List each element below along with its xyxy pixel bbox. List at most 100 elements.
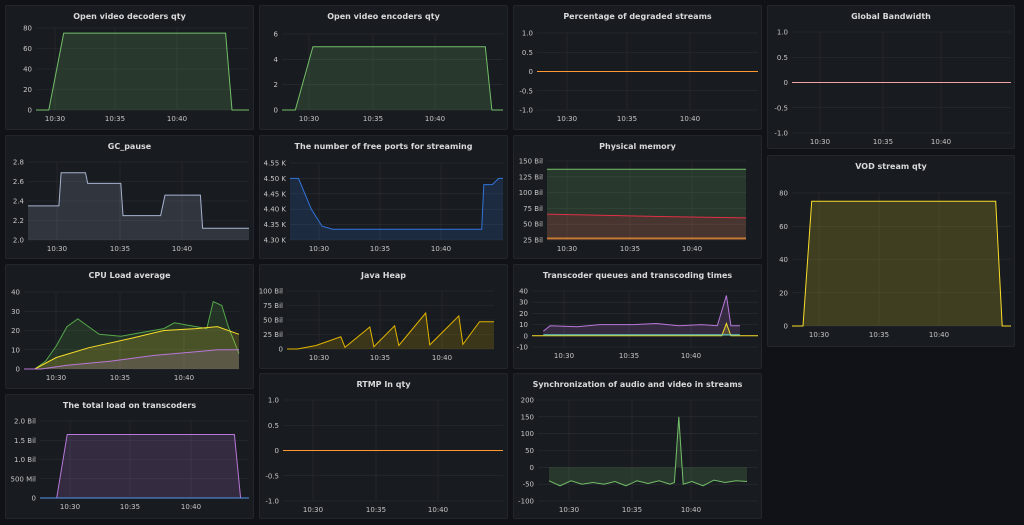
y-tick-label: 0 [784,79,788,87]
chart: -100 -50 0 50 100 150 200 10:30 10:35 10:40 [518,397,758,514]
panel-title[interactable]: Open video encoders qty [327,12,440,21]
panel-title[interactable]: Percentage of degraded streams [563,12,712,21]
panel-title[interactable]: CPU Load average [88,271,171,280]
series-area [547,169,746,240]
y-tick-label: 2.8 [13,159,24,167]
y-tick-label: 4.35 K [264,221,287,229]
x-tick-label: 10:35 [110,374,130,382]
panel-title[interactable]: Open video decoders qty [73,12,186,21]
y-tick-label: 50 Bil [263,317,283,325]
y-tick-label: 2.0 [13,237,24,245]
panel-gc-pause[interactable]: GC_pause 2.0 2.2 2.4 2.6 2.8 10:30 10:35 10:40 [5,135,254,259]
chart: -10 0 10 20 30 40 10:30 10:35 10:40 [517,288,758,360]
panel-video-decoders[interactable]: Open video decoders qty 0 20 40 60 80 10:30 10… [5,5,254,130]
y-tick-label: 0 [275,447,279,455]
series-area [36,33,249,110]
panel-transcoder-load[interactable]: The total load on transcoders 0 500 Mil 1.… [5,394,254,519]
y-tick-label: 50 Bil [523,221,543,229]
y-tick-label: 40 [11,289,20,297]
chart: 0 25 Bil 50 Bil 75 Bil 100 Bil 10:30 10:35 10:4… [259,288,494,362]
y-tick-label: 75 Bil [263,302,283,310]
y-tick-label: 4.30 K [264,237,287,245]
x-tick-label: 10:30 [46,374,66,382]
y-tick-label: -50 [523,481,534,489]
y-tick-label: -1.0 [265,498,279,506]
series-area [24,326,239,369]
y-tick-label: 4 [274,56,279,64]
panel-av-sync[interactable]: Synchronization of audio and video in st… [513,373,762,519]
y-tick-label: 1.0 Bil [14,456,36,464]
y-tick-label: 0 [529,68,533,76]
panel-video-encoders[interactable]: Open video encoders qty 0 2 4 6 10:30 10:35 10… [259,5,508,130]
y-tick-label: 150 Bil [519,158,543,166]
panel-java-heap[interactable]: Java Heap 0 25 Bil 50 Bil 75 Bil 100 Bil 10:3… [259,264,508,369]
y-tick-label: -0.5 [519,87,533,95]
panel-global-bandwidth[interactable]: Global Bandwidth -1.0 -0.5 0 0.5 1.0 10:30 10:… [767,5,1015,149]
chart: -1.0 -0.5 0 0.5 1.0 10:30 10:35 10:40 [519,30,758,123]
x-tick-label: 10:30 [47,245,67,253]
series-area [40,434,249,498]
series-line [532,322,758,337]
panel-title[interactable]: Synchronization of audio and video in st… [532,380,743,389]
y-tick-label: 0 [279,346,283,354]
y-tick-label: 2.6 [13,178,25,186]
y-tick-label: 20 [11,327,20,335]
y-tick-label: 30 [11,308,20,316]
y-tick-label: 1.0 [522,30,533,38]
panel-free-ports[interactable]: The number of free ports for streaming 4… [259,135,508,259]
panel-rtmp-in[interactable]: RTMP In qty -1.0 -0.5 0 0.5 1.0 10:30 10:35 10:… [259,373,508,519]
chart: 0 20 40 60 80 10:30 10:35 10:40 [23,25,249,123]
panel-degraded-streams[interactable]: Percentage of degraded streams -1.0 -0.5 0… [513,5,762,130]
y-tick-label: -0.5 [265,472,279,480]
x-tick-label: 10:35 [120,503,140,511]
series-area [290,178,503,240]
chart: 0 500 Mil 1.0 Bil 1.5 Bil 2.0 Bil 10:30 10:35 1… [10,418,249,511]
y-tick-label: 20 [779,289,788,297]
series-line [24,300,240,370]
x-tick-label: 10:35 [110,245,130,253]
y-tick-label: 1.0 [777,29,788,37]
x-tick-label: 10:40 [167,115,187,123]
chart: -1.0 -0.5 0 0.5 1.0 10:30 10:35 10:40 [265,397,503,514]
panel-title[interactable]: GC_pause [107,142,152,151]
panel-title[interactable]: Global Bandwidth [851,12,931,21]
x-tick-label: 10:35 [366,506,386,514]
panel-title[interactable]: VOD stream qty [855,162,927,171]
x-tick-label: 10:35 [370,245,390,253]
panel-title[interactable]: The number of free ports for streaming [294,142,473,151]
series-line [36,32,249,111]
y-tick-label: 4.50 K [264,175,287,183]
x-tick-label: 10:30 [554,352,574,360]
chart: 25 Bil 50 Bil 75 Bil 100 Bil 125 Bil 150 Bil 1… [519,158,747,253]
y-tick-label: 20 [519,310,528,318]
y-tick-label: 20 [23,86,32,94]
y-tick-label: 10 [519,321,528,329]
panel-title[interactable]: Transcoder queues and transcoding times [542,271,733,280]
y-tick-label: 40 [23,66,32,74]
y-tick-label: 0 [524,332,528,340]
panel-physical-memory[interactable]: Physical memory 25 Bil 50 Bil 75 Bil 100 Bi… [513,135,762,259]
y-tick-label: 100 Bil [519,189,543,197]
y-tick-label: -1.0 [774,130,788,138]
chart: 0 10 20 30 40 10:30 10:35 10:40 [11,289,240,382]
x-tick-label: 10:35 [363,115,383,123]
y-tick-label: 50 [525,447,534,455]
chart: 0 2 4 6 10:30 10:35 10:40 [274,31,503,123]
y-tick-label: 75 Bil [523,205,543,213]
panel-vod-stream[interactable]: VOD stream qty 0 20 40 60 80 10:30 10:35 10:40 [767,155,1015,347]
panel-cpu-load[interactable]: CPU Load average 0 10 20 30 40 10:30 10:35 10:4… [5,264,254,389]
x-tick-label: 10:35 [619,352,639,360]
y-tick-label: -0.5 [774,104,788,112]
y-tick-label: 10 [11,346,20,354]
panel-title[interactable]: Physical memory [599,142,676,151]
y-tick-label: 4.45 K [264,190,287,198]
x-tick-label: 10:30 [557,245,577,253]
y-tick-label: 0.5 [777,54,788,62]
x-tick-label: 10:40 [931,138,951,146]
panel-title[interactable]: RTMP In qty [356,380,411,389]
x-tick-label: 10:35 [620,245,640,253]
panel-title[interactable]: The total load on transcoders [62,401,197,410]
y-tick-label: 100 Bil [259,288,283,296]
panel-title[interactable]: Java Heap [360,271,407,280]
panel-transcoder-queues[interactable]: Transcoder queues and transcoding times … [513,264,762,369]
